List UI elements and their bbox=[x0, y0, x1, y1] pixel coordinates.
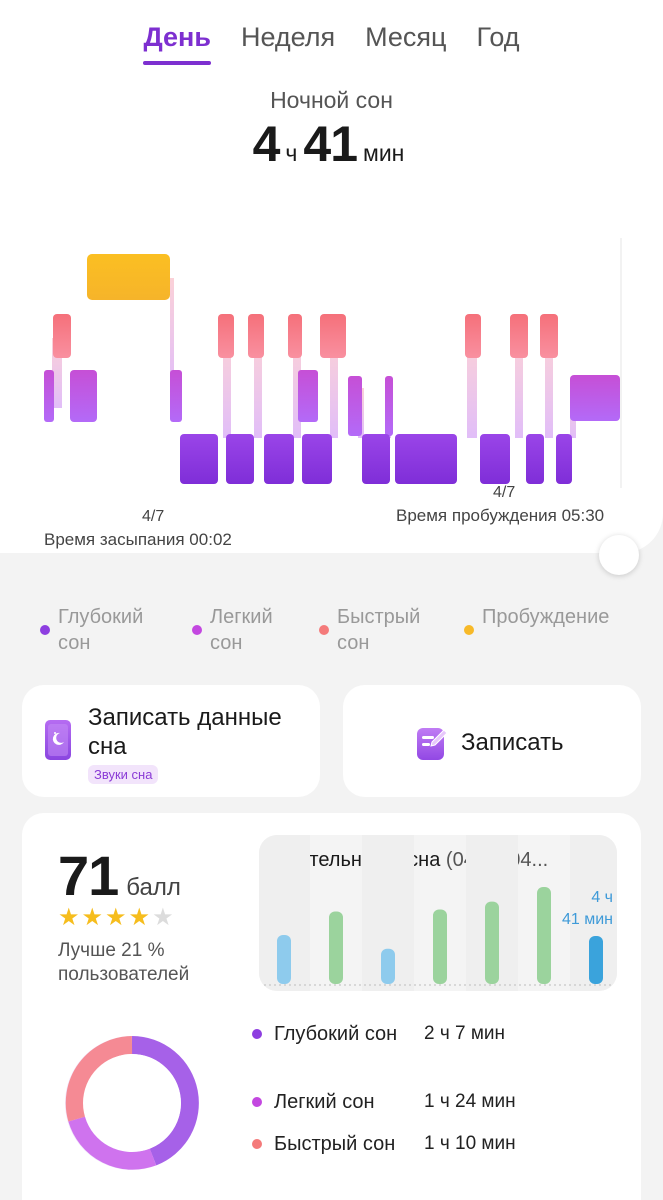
record-sleep-data-card[interactable]: Записать данные сна Звуки сна bbox=[22, 685, 320, 797]
hypnogram-awake-block bbox=[87, 254, 170, 300]
donut-deep-segment bbox=[131, 1036, 199, 1166]
sleep-start-date: 4/7 bbox=[142, 508, 165, 525]
duration-bar[interactable] bbox=[277, 935, 291, 984]
donut-light-segment bbox=[68, 1116, 157, 1170]
legend-label-rem: Быстрый сон bbox=[337, 606, 421, 654]
sleep-start-label: Время засыпания 00:02 bbox=[44, 530, 232, 549]
sleep-end-date: 4/7 bbox=[493, 484, 516, 501]
sleep-score-unit: балл bbox=[126, 874, 181, 901]
duration-bar[interactable] bbox=[329, 911, 343, 984]
donut-rem-segment bbox=[65, 1036, 133, 1122]
legend-dot-rem bbox=[319, 625, 329, 635]
sleep-hours-unit: ч bbox=[285, 140, 298, 166]
sleep-end-label: Время пробуждения 05:30 bbox=[396, 506, 605, 525]
tab-day[interactable]: День bbox=[143, 22, 211, 65]
stage-value-rem: 1 ч 10 мин bbox=[424, 1133, 516, 1154]
hypnogram-scrub-knob[interactable] bbox=[599, 535, 639, 575]
legend-deep: Глубокий сон bbox=[40, 604, 175, 656]
legend-label-deep: Глубокий сон bbox=[58, 606, 144, 654]
star-empty-icon: ★ bbox=[152, 904, 174, 931]
stage-dot-rem bbox=[252, 1139, 262, 1149]
star-icon: ★ bbox=[58, 904, 80, 931]
legend-awake: Пробуждение bbox=[464, 604, 624, 635]
legend-dot-awake bbox=[464, 625, 474, 635]
hypnogram-rem-blocks bbox=[53, 314, 558, 358]
legend-dot-deep bbox=[40, 625, 50, 635]
tab-week[interactable]: Неделя bbox=[240, 22, 336, 52]
sleep-duration-latest-minutes: 41 мин bbox=[561, 911, 613, 928]
sleep-minutes: 41 bbox=[303, 116, 358, 172]
sleep-score: 71 балл bbox=[58, 843, 181, 908]
sleep-stages-donut bbox=[65, 1036, 199, 1170]
sleep-score-stars: ★ ★ ★ ★ ★ bbox=[58, 906, 174, 930]
stage-name-rem: Быстрый сон bbox=[274, 1133, 396, 1155]
hypnogram-deep-blocks bbox=[180, 434, 572, 484]
tab-month[interactable]: Месяц bbox=[365, 22, 447, 52]
legend-label-awake: Пробуждение bbox=[482, 606, 610, 628]
duration-bar[interactable] bbox=[485, 901, 499, 984]
stage-name-deep: Глубокий сон bbox=[274, 1023, 398, 1045]
duration-bar[interactable] bbox=[589, 935, 603, 984]
stage-dot-deep bbox=[252, 1029, 262, 1039]
sleep-tracker-icon bbox=[45, 720, 71, 760]
sleep-score-card: 71 балл ★ ★ ★ ★ ★ Лучше 21 % пользователе… bbox=[22, 813, 641, 1200]
sleep-duration-latest: 4 ч 41 мин bbox=[562, 887, 613, 931]
duration-bar[interactable] bbox=[537, 886, 551, 984]
sleep-duration-chart[interactable]: Длительность сна (04/01-04... 4 ч 41 мин bbox=[259, 835, 617, 991]
stage-value-light: 1 ч 24 мин bbox=[424, 1091, 516, 1112]
sleep-hypnogram[interactable] bbox=[40, 238, 623, 488]
stage-value-deep: 2 ч 7 мин bbox=[424, 1023, 506, 1044]
sleep-score-comparison: Лучше 21 % пользователей bbox=[58, 940, 190, 985]
stage-dot-light bbox=[252, 1097, 262, 1107]
night-sleep-total: 4 ч 41 мин bbox=[0, 115, 663, 173]
tab-year[interactable]: Год bbox=[476, 22, 520, 52]
sleep-duration-latest-hours: 4 ч bbox=[591, 889, 613, 906]
legend-label-light: Легкий сон bbox=[210, 606, 273, 654]
star-icon: ★ bbox=[105, 904, 127, 931]
stage-row-rem: Быстрый сон 1 ч 10 мин bbox=[252, 1131, 516, 1157]
sleep-legend: Глубокий сон Легкий сон Быстрый сон Проб… bbox=[40, 604, 640, 660]
night-sleep-title: Ночной сон bbox=[270, 87, 393, 113]
period-tabs: День Неделя Месяц Год bbox=[0, 22, 663, 65]
stage-row-deep: Глубокий сон 2 ч 7 мин bbox=[252, 1021, 505, 1047]
sleep-duration-bars bbox=[259, 835, 617, 991]
legend-dot-light bbox=[192, 625, 202, 635]
stage-name-light: Легкий сон bbox=[274, 1091, 375, 1113]
sleep-hours: 4 bbox=[252, 116, 281, 172]
sleep-summary-panel: День Неделя Месяц Год Ночной сон 4 ч 41 мин bbox=[0, 0, 663, 553]
sleep-sounds-chip[interactable]: Звуки сна bbox=[88, 765, 159, 784]
sleep-score-value: 71 bbox=[58, 844, 119, 907]
legend-rem: Быстрый сон bbox=[319, 604, 439, 656]
star-icon: ★ bbox=[81, 904, 104, 931]
stage-row-light: Легкий сон 1 ч 24 мин bbox=[252, 1089, 516, 1115]
duration-bar[interactable] bbox=[381, 948, 395, 984]
record-card[interactable]: Записать bbox=[343, 685, 641, 797]
hypnogram-light-blocks bbox=[44, 370, 620, 436]
legend-light: Легкий сон bbox=[192, 604, 310, 656]
star-icon: ★ bbox=[128, 904, 151, 931]
note-edit-icon bbox=[417, 728, 448, 760]
record-title: Записать bbox=[461, 729, 564, 756]
record-sleep-data-title: Записать данные сна bbox=[88, 704, 282, 760]
sleep-minutes-unit: мин bbox=[363, 140, 405, 166]
duration-bar[interactable] bbox=[433, 909, 447, 984]
